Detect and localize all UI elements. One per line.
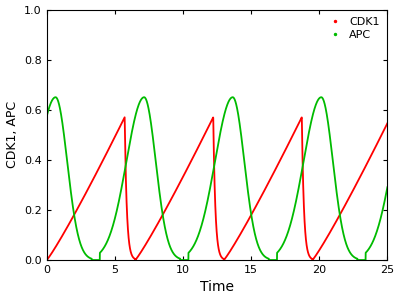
Legend: CDK1, APC: CDK1, APC bbox=[319, 13, 384, 44]
CDK1 bbox=[103, 153, 108, 157]
APC bbox=[83, 253, 88, 256]
CDK1 bbox=[342, 205, 346, 209]
APC bbox=[44, 115, 49, 118]
CDK1 bbox=[175, 186, 180, 189]
Y-axis label: CDK1, APC: CDK1, APC bbox=[6, 101, 18, 168]
APC bbox=[385, 185, 390, 189]
CDK1 bbox=[122, 116, 127, 119]
Line: APC: APC bbox=[47, 97, 387, 260]
Line: CDK1: CDK1 bbox=[47, 117, 387, 260]
APC bbox=[378, 215, 383, 219]
APC bbox=[53, 95, 58, 99]
APC bbox=[90, 258, 94, 262]
CDK1 bbox=[385, 122, 390, 125]
CDK1 bbox=[83, 192, 88, 196]
APC bbox=[175, 256, 180, 259]
APC bbox=[190, 246, 195, 250]
APC bbox=[342, 235, 347, 239]
X-axis label: Time: Time bbox=[200, 280, 234, 294]
CDK1 bbox=[190, 157, 195, 161]
CDK1 bbox=[44, 258, 49, 262]
CDK1 bbox=[378, 135, 383, 138]
APC bbox=[104, 242, 108, 246]
